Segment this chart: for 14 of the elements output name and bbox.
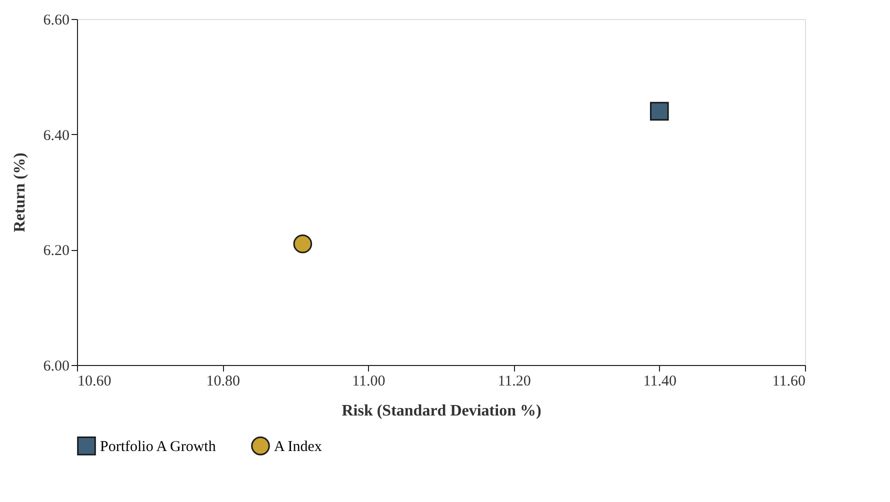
- y-tick-label: 6.60: [43, 12, 70, 28]
- y-tick-label: 6.20: [43, 243, 70, 260]
- legend-label: Portfolio A Growth: [100, 438, 216, 455]
- x-tick-label: 11.20: [498, 374, 531, 390]
- legend-label: A Index: [274, 438, 322, 455]
- y-tick-label: 6.40: [43, 128, 70, 144]
- x-tick-label: 11.60: [772, 374, 806, 390]
- y-tick-label: 6.00: [43, 358, 70, 374]
- x-tick-label: 10.80: [206, 374, 240, 390]
- x-tick-label: 11.40: [643, 374, 676, 390]
- x-tick-label: 11.00: [352, 374, 386, 390]
- x-axis-title: Risk (Standard Deviation %): [342, 402, 542, 420]
- x-tick-label: 10.60: [78, 374, 112, 390]
- y-axis-title: Return (%): [11, 152, 28, 232]
